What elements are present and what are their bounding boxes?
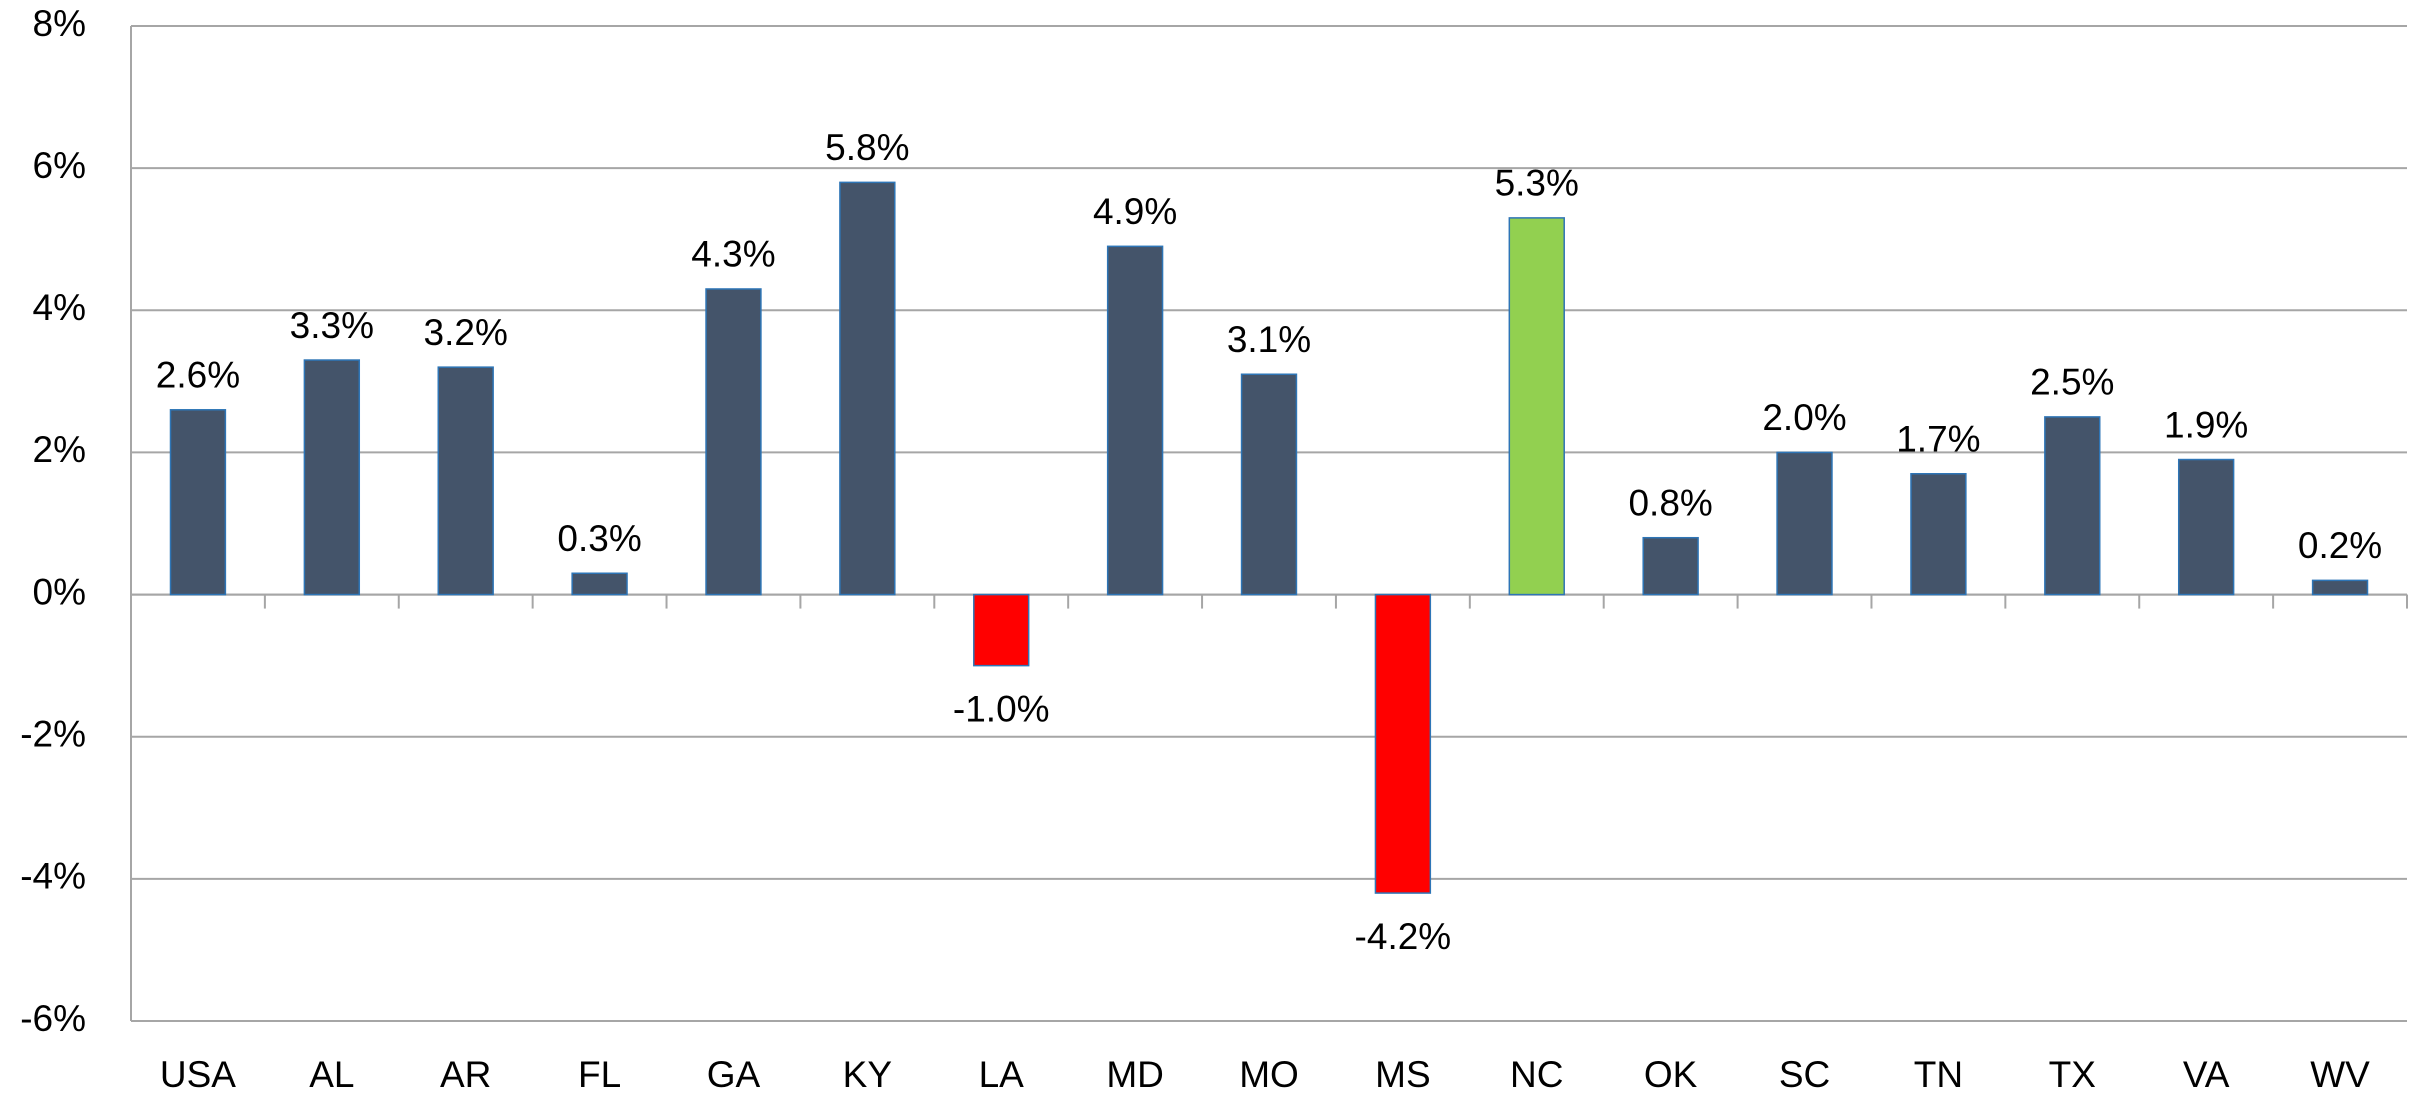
x-tick-label: GA bbox=[707, 1054, 761, 1095]
bar bbox=[705, 288, 762, 596]
bar bbox=[303, 359, 361, 596]
data-label: 5.3% bbox=[1495, 163, 1579, 204]
data-label: -4.2% bbox=[1355, 916, 1452, 957]
bar bbox=[839, 181, 896, 596]
y-tick-label: -4% bbox=[20, 856, 86, 897]
bar bbox=[437, 366, 494, 596]
bar bbox=[1240, 373, 1298, 596]
y-tick-label: 8% bbox=[33, 3, 86, 44]
x-tick-label: OK bbox=[1644, 1054, 1698, 1095]
x-tick-label: TX bbox=[2049, 1054, 2096, 1095]
x-tick-label: AL bbox=[309, 1054, 354, 1095]
data-label: 1.7% bbox=[1896, 419, 1980, 460]
bar bbox=[169, 409, 227, 596]
bar bbox=[2044, 416, 2101, 596]
data-label: 5.8% bbox=[825, 127, 909, 168]
bar bbox=[1508, 217, 1565, 596]
x-tick-label: AR bbox=[440, 1054, 491, 1095]
data-label: 0.2% bbox=[2298, 525, 2382, 566]
x-tick-label: LA bbox=[979, 1054, 1025, 1095]
x-tick-label: VA bbox=[2183, 1054, 2230, 1095]
x-tick-label: FL bbox=[578, 1054, 621, 1095]
data-label: 2.0% bbox=[1762, 397, 1846, 438]
data-label: 3.1% bbox=[1227, 319, 1311, 360]
x-tick-label: KY bbox=[843, 1054, 892, 1095]
x-tick-label: USA bbox=[160, 1054, 236, 1095]
bar bbox=[1642, 536, 1699, 596]
y-tick-label: -6% bbox=[20, 998, 86, 1039]
bar bbox=[2311, 579, 2369, 596]
data-label: 2.6% bbox=[156, 355, 240, 396]
y-tick-label: 0% bbox=[33, 571, 86, 612]
bar bbox=[1374, 593, 1432, 894]
x-tick-label: WV bbox=[2310, 1054, 2370, 1095]
data-label: 0.8% bbox=[1628, 482, 1712, 523]
y-tick-label: 4% bbox=[33, 287, 86, 328]
x-tick-label: NC bbox=[1510, 1054, 1563, 1095]
x-tick-label: MD bbox=[1106, 1054, 1164, 1095]
bar bbox=[2177, 458, 2235, 596]
data-label: 3.3% bbox=[290, 305, 374, 346]
bar bbox=[973, 593, 1030, 667]
x-tick-label: TN bbox=[1914, 1054, 1963, 1095]
data-label: 3.2% bbox=[424, 312, 508, 353]
x-tick-label: SC bbox=[1779, 1054, 1830, 1095]
data-label: 1.9% bbox=[2164, 404, 2248, 445]
data-label: 4.9% bbox=[1093, 191, 1177, 232]
bar bbox=[571, 572, 628, 596]
x-tick-label: MS bbox=[1375, 1054, 1431, 1095]
data-label: 2.5% bbox=[2030, 362, 2114, 403]
bar bbox=[1910, 473, 1967, 596]
bar bbox=[1776, 451, 1833, 596]
bar bbox=[1106, 245, 1164, 596]
data-label: 0.3% bbox=[557, 518, 641, 559]
data-label: 4.3% bbox=[691, 234, 775, 275]
y-tick-label: 2% bbox=[33, 429, 86, 470]
x-tick-label: MO bbox=[1239, 1054, 1299, 1095]
y-tick-label: 6% bbox=[33, 145, 86, 186]
data-label: -1.0% bbox=[953, 688, 1050, 729]
y-tick-label: -2% bbox=[20, 713, 86, 754]
